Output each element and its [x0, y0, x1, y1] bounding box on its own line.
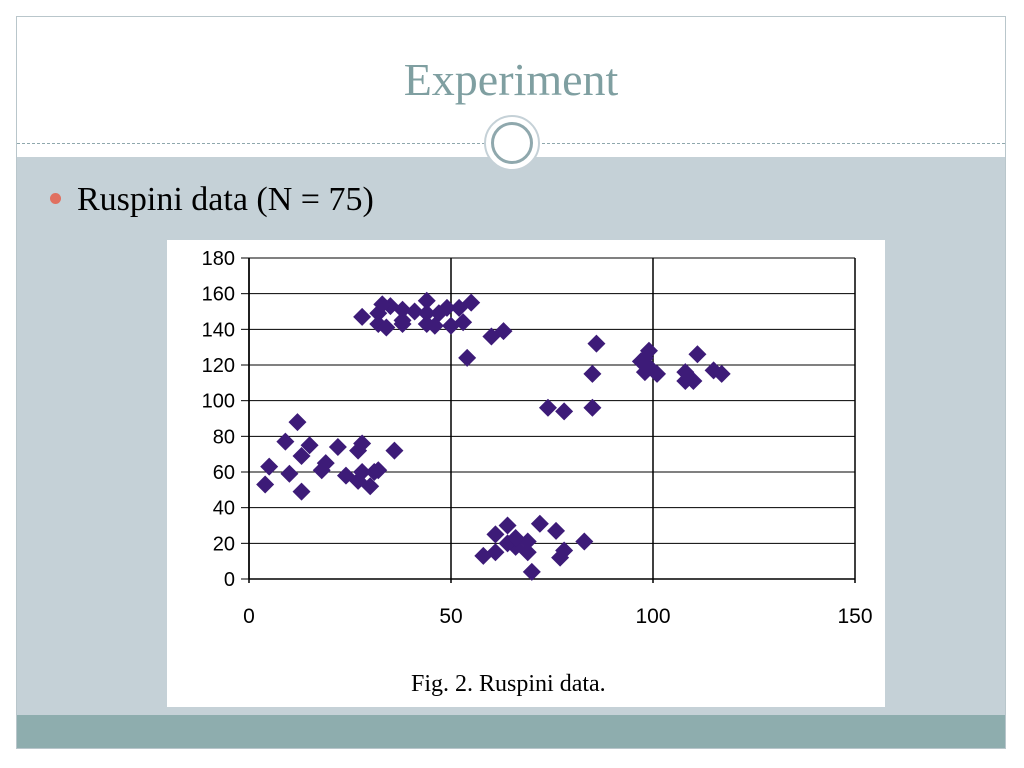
data-point: [425, 316, 444, 335]
data-point: [639, 341, 658, 360]
figure-caption: Fig. 2. Ruspini data.: [411, 671, 606, 697]
data-point: [353, 463, 372, 481]
data-point: [506, 528, 525, 547]
data-point: [442, 316, 460, 335]
data-point: [538, 398, 557, 417]
data-point: [417, 304, 436, 323]
bullet-dot-icon: [50, 193, 61, 204]
data-point: [292, 482, 311, 501]
data-point: [349, 441, 368, 460]
data-point: [587, 334, 606, 353]
data-point: [385, 441, 404, 460]
data-point: [676, 363, 695, 382]
data-point: [474, 546, 493, 565]
data-point: [635, 363, 654, 382]
data-point: [328, 438, 347, 457]
data-point: [369, 314, 388, 333]
y-tick-label: 80: [213, 426, 235, 448]
data-point: [405, 302, 424, 321]
data-point: [684, 372, 703, 391]
data-point: [300, 436, 319, 455]
footer-bar: [17, 715, 1005, 748]
data-point: [486, 525, 505, 544]
bullet-text: Ruspini data (N = 75): [77, 181, 374, 218]
data-point: [583, 364, 602, 383]
y-tick-label: 120: [202, 355, 235, 377]
data-point: [417, 291, 436, 310]
data-point: [373, 295, 392, 314]
data-point: [458, 348, 477, 367]
data-point: [292, 446, 311, 465]
data-point: [575, 532, 594, 551]
data-point: [547, 521, 566, 540]
x-tick-label: 150: [837, 605, 872, 628]
circle-ornament: [484, 115, 540, 171]
y-tick-label: 160: [202, 284, 235, 306]
data-point: [369, 461, 388, 480]
x-tick-label: 0: [243, 605, 255, 628]
data-point: [555, 402, 574, 421]
circle-ornament-inner: [491, 122, 533, 164]
data-point: [316, 454, 335, 473]
data-point: [417, 314, 436, 333]
x-tick-label: 50: [439, 605, 462, 628]
y-tick-label: 0: [224, 569, 235, 591]
y-tick-label: 180: [202, 248, 235, 270]
data-point: [429, 304, 448, 323]
slide-title: Experiment: [403, 54, 619, 105]
chart-image: 0 20 40 60 80 100 120 140 160 180 0 50 100 150 Fig. 2.…: [167, 240, 885, 707]
data-point: [393, 300, 412, 319]
data-point: [276, 432, 295, 451]
data-point: [353, 434, 372, 453]
y-tick-label: 20: [213, 533, 235, 555]
data-point: [377, 318, 396, 337]
data-point: [530, 514, 549, 533]
data-point: [583, 398, 602, 417]
data-point: [555, 541, 574, 560]
data-point: [462, 293, 481, 312]
data-point: [393, 314, 412, 333]
slide: Experiment Ruspini data (N = 75) 0 20 40 60…: [16, 16, 1006, 749]
y-tick-label: 140: [202, 319, 235, 341]
data-point: [688, 345, 707, 364]
data-point: [437, 298, 456, 317]
data-point: [361, 477, 380, 496]
data-point: [260, 457, 279, 476]
y-tick-label: 100: [202, 391, 235, 413]
data-point: [454, 313, 473, 332]
data-point: [369, 304, 388, 323]
scatter-chart: 0 20 40 60 80 100 120 140 160 180 0 50 100 150 Fig. 2.…: [202, 248, 873, 697]
y-tick-label: 60: [213, 462, 235, 484]
y-tick-label: 40: [213, 498, 235, 520]
x-tick-label: 100: [635, 605, 670, 628]
data-point: [648, 364, 667, 383]
data-point: [494, 322, 513, 341]
data-point: [498, 516, 517, 535]
data-point: [712, 364, 731, 383]
data-point: [288, 413, 307, 432]
data-point: [522, 562, 541, 581]
data-point: [353, 307, 372, 326]
data-point: [635, 348, 654, 367]
data-point: [280, 464, 299, 483]
data-point: [256, 475, 275, 494]
